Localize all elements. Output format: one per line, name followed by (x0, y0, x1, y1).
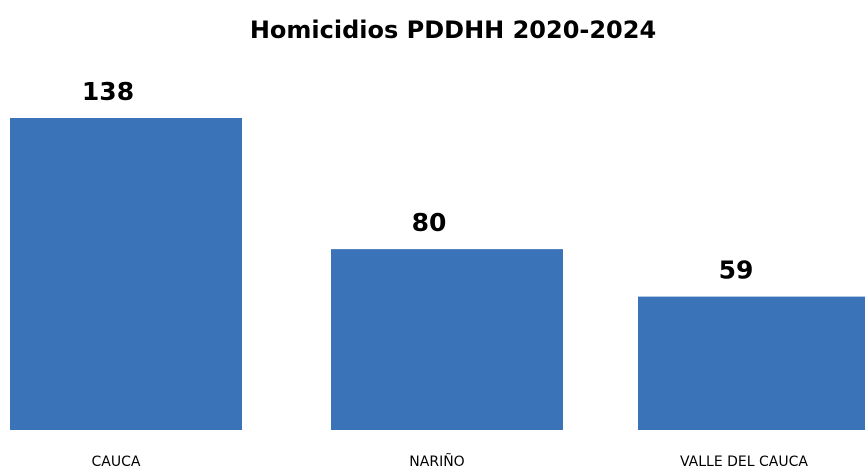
category-label: NARIÑO (409, 453, 464, 470)
bars-group: 138 CAUCA 80 NARIÑO 59 VALLE DEL CAUCA (10, 77, 865, 470)
value-label: 138 (82, 77, 134, 106)
category-label: CAUCA (92, 454, 141, 470)
value-label: 80 (412, 208, 447, 237)
bar-nariño (331, 249, 563, 430)
chart-title: Homicidios PDDHH 2020-2024 (250, 16, 656, 44)
bar-cauca (10, 118, 242, 430)
value-label: 59 (719, 256, 754, 285)
category-label: VALLE DEL CAUCA (680, 454, 808, 470)
bar-valle-del-cauca (638, 296, 865, 430)
